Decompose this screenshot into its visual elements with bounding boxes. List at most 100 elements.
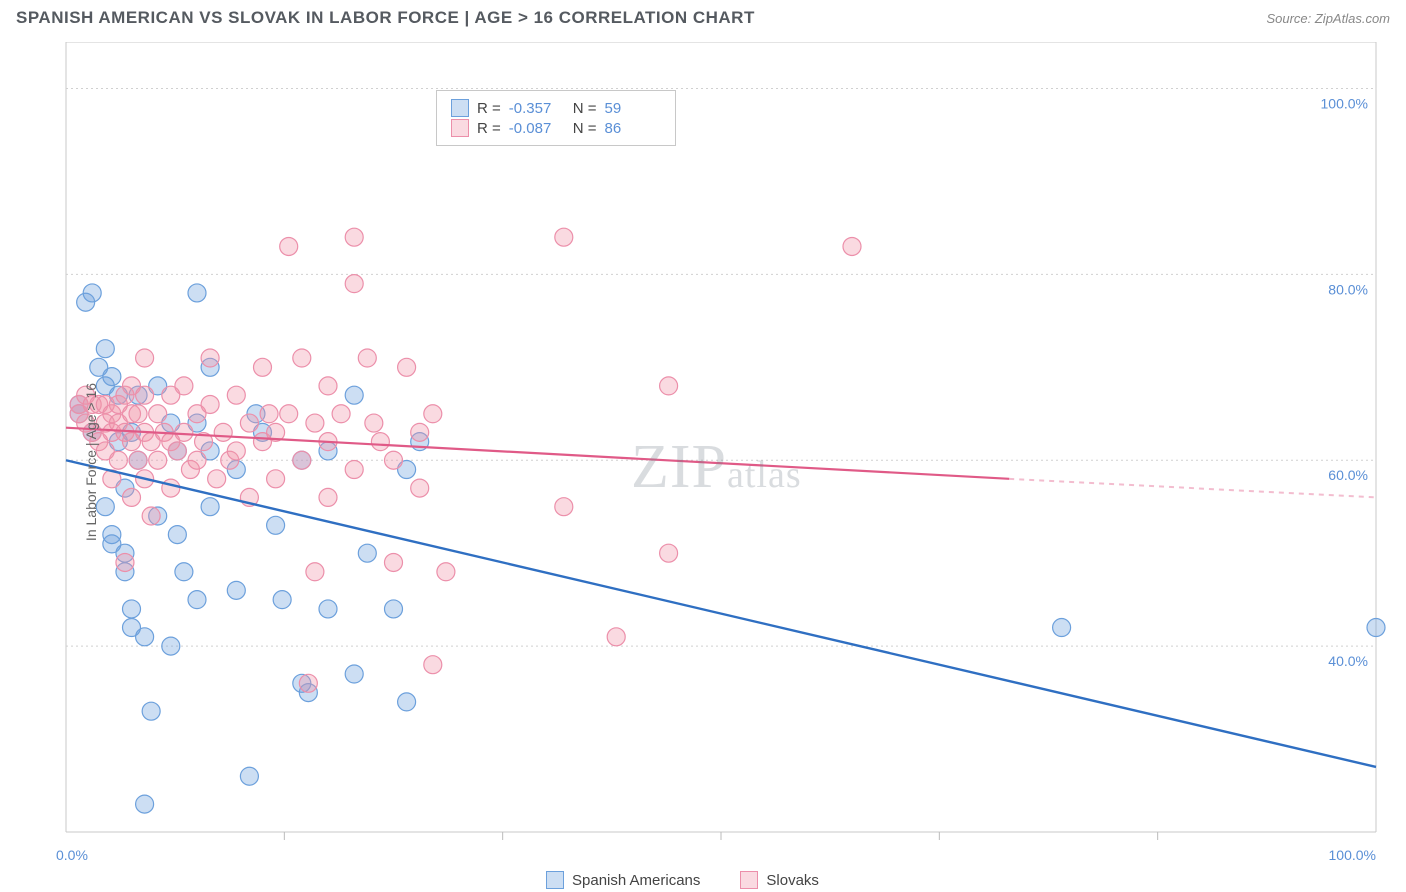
spanish-point — [96, 340, 114, 358]
slovak-point — [306, 563, 324, 581]
spanish-point — [142, 702, 160, 720]
slovak-point — [240, 414, 258, 432]
slovak-point — [385, 553, 403, 571]
slovak-point — [129, 405, 147, 423]
spanish-point — [267, 516, 285, 534]
svg-text:100.0%: 100.0% — [1321, 95, 1368, 111]
scatter-chart: 40.0% 60.0% 80.0% 100.0% 0.0% 100.0% — [16, 42, 1390, 882]
n-value: 59 — [605, 100, 661, 117]
spanish-point — [168, 526, 186, 544]
legend-swatch — [740, 871, 758, 889]
slovak-point — [201, 349, 219, 367]
spanish-point — [273, 591, 291, 609]
slovak-point — [319, 488, 337, 506]
slovak-point — [843, 237, 861, 255]
y-axis-label: In Labor Force | Age > 16 — [83, 383, 99, 541]
slovak-point — [280, 237, 298, 255]
spanish-point — [175, 563, 193, 581]
slovak-point — [142, 507, 160, 525]
spanish-point — [103, 368, 121, 386]
spanish-trendline — [66, 460, 1376, 767]
slovak-point — [109, 451, 127, 469]
n-value: 86 — [605, 120, 661, 137]
spanish-point — [83, 284, 101, 302]
slovak-point — [385, 451, 403, 469]
svg-text:60.0%: 60.0% — [1328, 467, 1368, 483]
slovak-point — [365, 414, 383, 432]
slovak-point — [299, 674, 317, 692]
n-label: N = — [573, 120, 597, 137]
spanish-point — [227, 581, 245, 599]
r-value: -0.357 — [509, 100, 565, 117]
correlation-stats-box: R =-0.357N =59R =-0.087N =86 — [436, 90, 676, 146]
slovak-point — [201, 395, 219, 413]
slovak-point — [267, 470, 285, 488]
slovak-point — [319, 377, 337, 395]
slovak-point — [260, 405, 278, 423]
spanish-point — [188, 284, 206, 302]
legend-label: Slovaks — [766, 872, 819, 889]
svg-text:80.0%: 80.0% — [1328, 281, 1368, 297]
slovak-point — [424, 405, 442, 423]
slovak-point — [227, 442, 245, 460]
slovak-point — [136, 386, 154, 404]
legend-label: Spanish Americans — [572, 872, 700, 889]
spanish-point — [345, 386, 363, 404]
slovak-point — [168, 442, 186, 460]
slovak-point — [345, 275, 363, 293]
r-label: R = — [477, 120, 501, 137]
legend-item: Spanish Americans — [546, 871, 700, 889]
slovak-point — [660, 377, 678, 395]
slovak-point — [129, 451, 147, 469]
slovak-point — [254, 358, 272, 376]
legend-swatch — [451, 99, 469, 117]
slovak-point — [371, 433, 389, 451]
r-label: R = — [477, 100, 501, 117]
spanish-point — [1367, 619, 1385, 637]
spanish-point — [240, 767, 258, 785]
spanish-point — [319, 600, 337, 618]
spanish-point — [201, 498, 219, 516]
slovak-point — [175, 423, 193, 441]
slovak-point — [162, 479, 180, 497]
slovak-point — [214, 423, 232, 441]
slovak-point — [398, 358, 416, 376]
chart-container: In Labor Force | Age > 16 40.0% 60.0% 80.0… — [16, 42, 1390, 882]
slovak-point — [227, 386, 245, 404]
svg-text:0.0%: 0.0% — [56, 847, 88, 863]
svg-text:40.0%: 40.0% — [1328, 653, 1368, 669]
slovak-point — [411, 423, 429, 441]
slovak-point — [280, 405, 298, 423]
slovak-point — [149, 405, 167, 423]
spanish-point — [385, 600, 403, 618]
slovak-point — [437, 563, 455, 581]
slovak-point — [188, 451, 206, 469]
chart-title: SPANISH AMERICAN VS SLOVAK IN LABOR FORC… — [16, 8, 755, 28]
spanish-point — [398, 693, 416, 711]
slovak-point — [358, 349, 376, 367]
slovak-point — [660, 544, 678, 562]
slovak-point — [345, 461, 363, 479]
legend-swatch — [451, 119, 469, 137]
slovak-point — [116, 553, 134, 571]
legend-item: Slovaks — [740, 871, 819, 889]
slovak-trendline-ext — [1009, 479, 1376, 498]
r-value: -0.087 — [509, 120, 565, 137]
stats-row: R =-0.357N =59 — [451, 99, 661, 117]
spanish-point — [123, 600, 141, 618]
slovak-point — [424, 656, 442, 674]
svg-text:100.0%: 100.0% — [1329, 847, 1376, 863]
slovak-point — [136, 349, 154, 367]
slovak-point — [208, 470, 226, 488]
source-label: Source: ZipAtlas.com — [1266, 11, 1390, 26]
spanish-point — [358, 544, 376, 562]
spanish-point — [345, 665, 363, 683]
slovak-point — [149, 451, 167, 469]
spanish-point — [136, 795, 154, 813]
spanish-point — [1053, 619, 1071, 637]
slovak-point — [175, 377, 193, 395]
slovak-point — [411, 479, 429, 497]
legend-swatch — [546, 871, 564, 889]
slovak-point — [293, 451, 311, 469]
slovak-point — [293, 349, 311, 367]
